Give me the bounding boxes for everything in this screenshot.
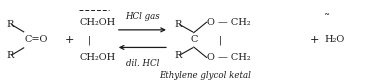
Text: R: R bbox=[6, 51, 14, 60]
Text: O — CH₂: O — CH₂ bbox=[207, 18, 251, 27]
Text: Ethylene glycol ketal: Ethylene glycol ketal bbox=[160, 71, 251, 80]
Text: CH₂OH: CH₂OH bbox=[79, 53, 116, 62]
Text: ˜: ˜ bbox=[324, 13, 330, 26]
Text: |: | bbox=[87, 35, 91, 45]
Text: R: R bbox=[174, 20, 182, 29]
Text: O — CH₂: O — CH₂ bbox=[207, 53, 251, 62]
Text: R: R bbox=[174, 51, 182, 60]
Text: +: + bbox=[310, 35, 319, 45]
Text: R: R bbox=[6, 20, 14, 29]
Text: C=O: C=O bbox=[25, 35, 48, 44]
Text: H₂O: H₂O bbox=[324, 35, 345, 44]
Text: CH₂OH: CH₂OH bbox=[79, 18, 116, 27]
Text: |: | bbox=[219, 35, 222, 45]
Text: +: + bbox=[65, 35, 74, 45]
Text: dil. HCl: dil. HCl bbox=[126, 59, 159, 67]
Text: C: C bbox=[190, 35, 197, 44]
Text: HCl gas: HCl gas bbox=[125, 12, 160, 21]
